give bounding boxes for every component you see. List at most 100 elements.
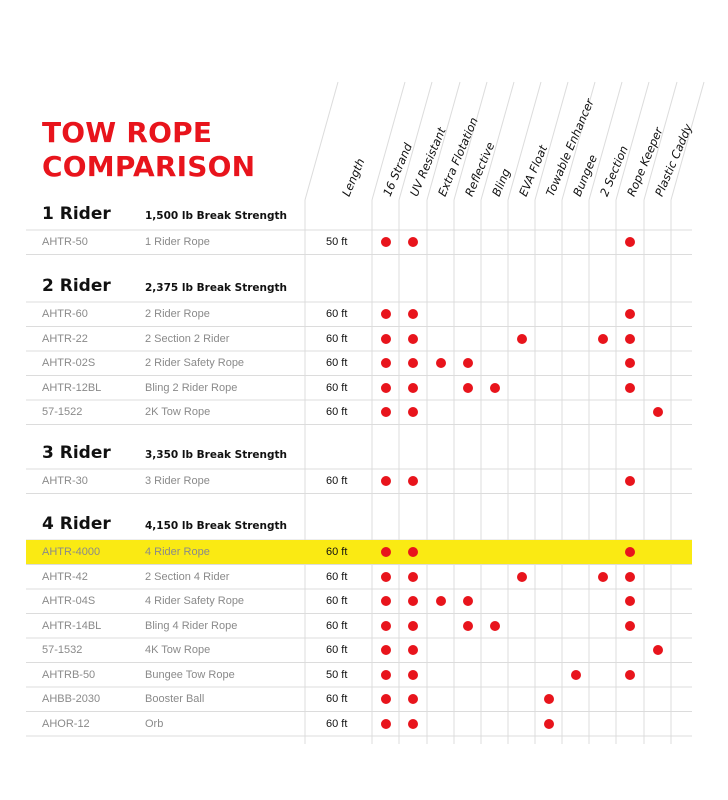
group-break-strength: 4,150 lb Break Strength (145, 520, 288, 532)
row-length: 60 ft (326, 546, 348, 558)
row-length: 60 ft (326, 595, 348, 607)
table-row: AHTR-04S 4 Rider Safety Rope 60 ft (0, 589, 728, 613)
feature-dot-2-section (597, 571, 608, 582)
row-sku: AHTRB-50 (42, 668, 96, 681)
feature-dot-bling (489, 382, 500, 393)
table-row: 57-1532 4K Tow Rope 60 ft (0, 638, 728, 662)
feature-dot-rope-keeper (625, 547, 635, 557)
row-sku: AHTR-42 (42, 570, 88, 583)
row-description: 2 Rider Safety Rope (145, 357, 245, 369)
feature-dot-rope-keeper (625, 358, 635, 368)
table-row: AHTR-30 3 Rider Rope 60 ft (0, 469, 728, 493)
group-heading: 2 Rider 2,375 lb Break Strength (42, 276, 287, 296)
group-heading: 3 Rider 3,350 lb Break Strength (42, 443, 287, 463)
feature-dot-rope-keeper (625, 333, 635, 344)
feature-dot-extra-flotation (435, 358, 446, 368)
row-length: 50 ft (326, 236, 348, 248)
row-length: 60 ft (326, 332, 348, 345)
feature-dot-16-strand (380, 669, 391, 680)
row-description: 3 Rider Rope (145, 475, 210, 487)
feature-dot-16-strand (380, 309, 391, 319)
feature-dot-uv-resistant (408, 333, 418, 344)
feature-dot-reflective (462, 620, 473, 631)
table-row: AHTR-4000 4 Rider Rope 60 ft (26, 540, 692, 564)
group-heading: 4 Rider 4,150 lb Break Strength (42, 514, 287, 534)
row-length: 60 ft (326, 406, 348, 418)
feature-dot-16-strand (380, 358, 391, 368)
feature-dot-uv-resistant (408, 358, 418, 368)
row-sku: 57-1522 (42, 406, 83, 418)
feature-dot-reflective (462, 596, 473, 606)
row-description: 4 Rider Safety Rope (145, 595, 245, 607)
feature-dot-uv-resistant (408, 645, 418, 655)
feature-dot-uv-resistant (408, 694, 418, 704)
feature-dot-bling (489, 620, 500, 631)
feature-dot-16-strand (380, 382, 391, 393)
feature-dot-uv-resistant (408, 669, 418, 680)
row-sku: AHOR-12 (42, 717, 90, 730)
row-length: 50 ft (326, 668, 348, 681)
feature-dot-uv-resistant (408, 309, 418, 319)
row-sku: 57-1532 (42, 644, 83, 656)
row-description: Bling 2 Rider Rope (145, 381, 238, 394)
table-row: AHTR-42 2 Section 4 Rider 60 ft (0, 565, 728, 589)
row-description: Booster Ball (145, 693, 205, 705)
title-line-1: TOW ROPE (42, 116, 213, 149)
feature-dot-16-strand (380, 645, 391, 655)
feature-dot-plastic-caddy (652, 645, 663, 655)
row-length: 60 ft (326, 357, 348, 369)
row-sku: AHTR-04S (42, 595, 96, 607)
feature-dot-16-strand (380, 237, 391, 247)
feature-dot-rope-keeper (625, 237, 635, 247)
row-description: 4K Tow Rope (145, 644, 211, 656)
row-sku: AHTR-50 (42, 236, 88, 248)
feature-dot-16-strand (380, 620, 391, 631)
row-length: 60 ft (326, 619, 348, 632)
feature-dot-towable-enhancer (543, 718, 554, 729)
table-row: AHTR-02S 2 Rider Safety Rope 60 ft (0, 351, 728, 375)
table-row: AHTR-14BL Bling 4 Rider Rope 60 ft (0, 614, 728, 638)
row-length: 60 ft (326, 381, 348, 394)
group-break-strength: 2,375 lb Break Strength (145, 282, 288, 294)
feature-dot-16-strand (380, 333, 391, 344)
row-sku: AHTR-14BL (42, 619, 102, 632)
table-row: AHTR-60 2 Rider Rope 60 ft (0, 302, 728, 326)
table-row: 57-1522 2K Tow Rope 60 ft (0, 400, 728, 424)
group-name: 3 Rider (42, 443, 111, 463)
feature-dot-uv-resistant (408, 571, 418, 582)
feature-dot-rope-keeper (625, 596, 635, 606)
table-row: AHTR-22 2 Section 2 Rider 60 ft (0, 327, 728, 351)
feature-dot-uv-resistant (408, 596, 418, 606)
title-line-2: COMPARISON (42, 150, 256, 183)
row-length: 60 ft (326, 308, 348, 320)
group-name: 1 Rider (42, 204, 111, 224)
feature-dot-rope-keeper (625, 476, 635, 486)
feature-dot-16-strand (380, 718, 391, 729)
group-heading: 1 Rider 1,500 lb Break Strength (42, 204, 287, 224)
feature-dot-uv-resistant (408, 476, 418, 486)
feature-dot-2-section (597, 333, 608, 344)
row-description: Bungee Tow Rope (145, 668, 235, 681)
row-description: Bling 4 Rider Rope (145, 619, 238, 632)
feature-dot-rope-keeper (625, 669, 635, 680)
row-description: 2 Section 4 Rider (145, 570, 230, 583)
feature-dot-uv-resistant (408, 718, 418, 729)
row-description: 4 Rider Rope (145, 546, 210, 558)
group-name: 4 Rider (42, 514, 111, 534)
group-break-strength: 1,500 lb Break Strength (145, 210, 288, 222)
row-sku: AHTR-02S (42, 357, 96, 369)
table-row: AHTR-12BL Bling 2 Rider Rope 60 ft (0, 376, 728, 400)
feature-dot-eva-float (516, 571, 527, 582)
page-title: TOW ROPE COMPARISON (42, 116, 255, 184)
feature-dot-rope-keeper (625, 620, 635, 631)
row-length: 60 ft (326, 475, 348, 487)
row-description: 2K Tow Rope (145, 406, 211, 418)
feature-dot-rope-keeper (625, 382, 635, 393)
row-sku: AHTR-12BL (42, 381, 102, 394)
row-description: 2 Section 2 Rider (145, 332, 230, 345)
table-row: AHTR-50 1 Rider Rope 50 ft (0, 230, 728, 254)
feature-dot-uv-resistant (408, 547, 418, 557)
feature-dot-uv-resistant (408, 382, 418, 393)
feature-dot-eva-float (516, 333, 527, 344)
